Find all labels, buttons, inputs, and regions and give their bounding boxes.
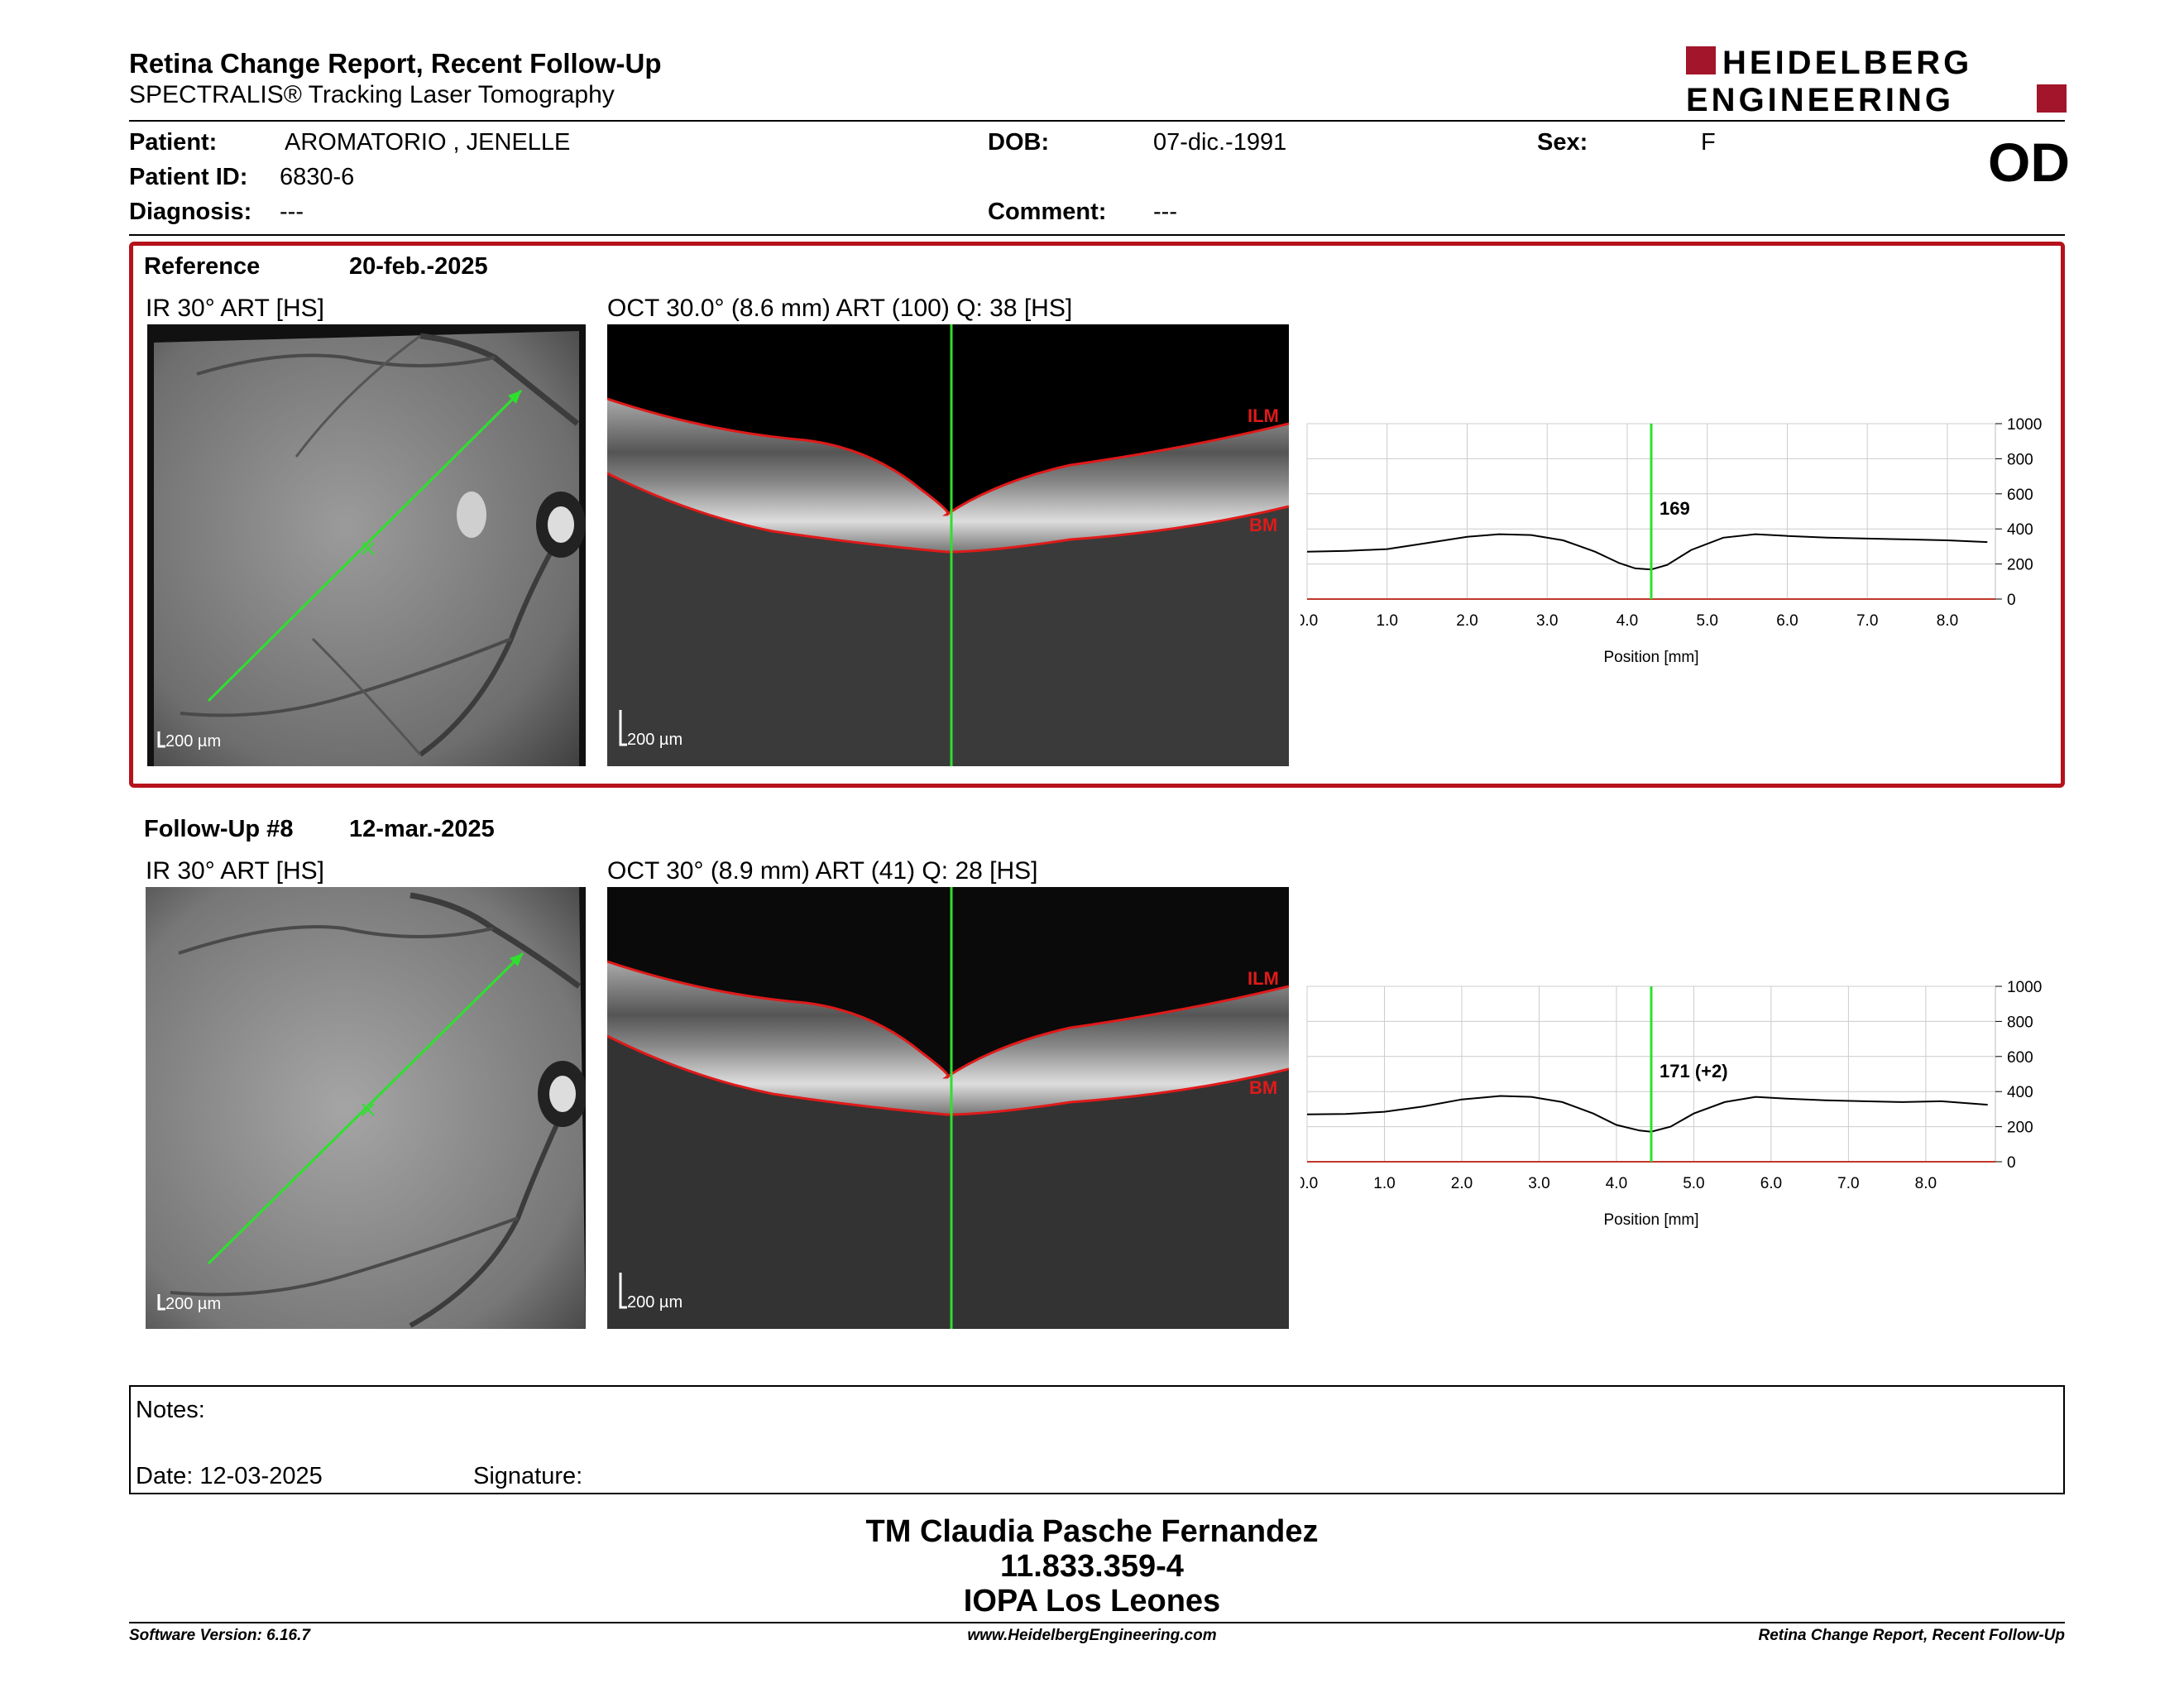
thickness-line (1306, 533, 1988, 571)
y-tick-label: 0 (2007, 1154, 2016, 1172)
patient-name: AROMATORIO , JENELLE (285, 129, 571, 156)
x-tick-label: 8.0 (1915, 1175, 1937, 1192)
y-tick-label: 1000 (2007, 979, 2042, 996)
notes-date: Date: 12-03-2025 (136, 1463, 323, 1489)
x-tick-label: 6.0 (1776, 612, 1798, 630)
patient-name-label: Patient: (129, 129, 218, 156)
y-tick-label: 0 (2007, 592, 2016, 609)
signatory-id: 11.833.359-4 (1000, 1549, 1184, 1584)
reference-ilm-label: ILM (1248, 405, 1279, 426)
dob-label: DOB: (988, 129, 1050, 156)
reference-ir-image: 200 µm (147, 324, 586, 766)
comment-label: Comment: (988, 199, 1107, 225)
y-tick-label: 200 (2007, 557, 2033, 574)
x-tick-label: 3.0 (1528, 1175, 1549, 1192)
x-tick-label: 7.0 (1837, 1175, 1859, 1192)
heidelberg-logo: HEIDELBERG ENGINEERING (1686, 45, 2067, 116)
signature-label: Signature: (473, 1463, 583, 1489)
diagnosis-value: --- (280, 199, 304, 225)
x-tick-label: 6.0 (1760, 1175, 1782, 1192)
logo-line1: HEIDELBERG (1722, 45, 1972, 81)
logo-line2: ENGINEERING (1686, 82, 1954, 116)
report-title: Retina Change Report, Recent Follow-Up (129, 48, 662, 79)
patient-id: 6830-6 (280, 164, 355, 190)
website-link[interactable]: www.HeidelbergEngineering.com (967, 1627, 1217, 1644)
followup-ir-image: 200 µm (146, 887, 586, 1329)
comment-value: --- (1153, 199, 1177, 225)
followup-ir-scale: 200 µm (165, 1295, 221, 1313)
signatory-name: TM Claudia Pasche Fernandez (865, 1514, 1319, 1549)
eye-indicator: OD (1988, 132, 2070, 193)
followup-bm-label: BM (1249, 1077, 1277, 1098)
software-version: Software Version: 6.16.7 (129, 1627, 310, 1644)
reference-ir-scale: 200 µm (165, 732, 221, 750)
sex-label: Sex: (1537, 129, 1588, 156)
y-tick-label: 400 (2007, 1084, 2033, 1101)
footer-rule (129, 1622, 2065, 1623)
y-tick-label: 600 (2007, 487, 2033, 504)
header-rule (129, 120, 2065, 122)
y-tick-label: 200 (2007, 1120, 2033, 1137)
x-tick-label: 7.0 (1856, 612, 1878, 630)
followup-label: Follow-Up #8 (144, 816, 294, 842)
followup-ilm-label: ILM (1248, 968, 1279, 989)
x-tick-label: 0.0 (1300, 612, 1318, 630)
followup-oct-scale: 200 µm (627, 1293, 682, 1312)
x-tick-label: 2.0 (1451, 1175, 1473, 1192)
y-tick-label: 800 (2007, 1014, 2033, 1031)
thickness-line (1306, 1095, 1988, 1133)
report-subtitle: SPECTRALIS® Tracking Laser Tomography (129, 81, 615, 108)
x-tick-label: 5.0 (1683, 1175, 1704, 1192)
cursor-value-label: 171 (+2) (1660, 1061, 1728, 1081)
y-tick-label: 600 (2007, 1049, 2033, 1067)
y-tick-label: 800 (2007, 451, 2033, 468)
x-tick-label: 8.0 (1937, 612, 1958, 630)
followup-date: 12-mar.-2025 (349, 816, 495, 842)
x-tick-label: 2.0 (1456, 612, 1478, 630)
reference-label: Reference (144, 253, 261, 280)
patient-rule (129, 234, 2065, 236)
reference-bm-label: BM (1249, 515, 1277, 535)
reference-oct-image: ILM BM 200 µm (607, 324, 1289, 766)
followup-ir-caption: IR 30° ART [HS] (146, 857, 324, 885)
diagnosis-label: Diagnosis: (129, 199, 252, 225)
notes-box: Notes: Date: 12-03-2025 Signature: (129, 1385, 2065, 1494)
y-tick-label: 1000 (2007, 416, 2042, 434)
x-tick-label: 0.0 (1300, 1175, 1318, 1192)
sex-value: F (1701, 129, 1716, 156)
x-axis-label: Position [mm] (1603, 1211, 1698, 1229)
x-axis-label: Position [mm] (1603, 649, 1698, 666)
signatory-institution: IOPA Los Leones (963, 1584, 1221, 1618)
reference-ir-caption: IR 30° ART [HS] (146, 295, 324, 322)
followup-thickness-chart: 0.0 1.0 2.0 3.0 4.0 5.0 6.0 7.0 8.0 0 200 400 600 800… (1300, 979, 2042, 1229)
x-tick-label: 4.0 (1616, 612, 1638, 630)
followup-oct-caption: OCT 30° (8.9 mm) ART (41) Q: 28 [HS] (607, 857, 1038, 885)
reference-oct-caption: OCT 30.0° (8.6 mm) ART (100) Q: 38 [HS] (607, 295, 1073, 322)
reference-thickness-chart: 0.0 1.0 2.0 3.0 4.0 5.0 6.0 7.0 8.0 0 200 400 600 800… (1300, 416, 2042, 666)
followup-oct-image: ILM BM 200 µm (607, 887, 1289, 1329)
y-tick-label: 400 (2007, 521, 2033, 539)
dob-value: 07-dic.-1991 (1153, 129, 1287, 156)
reference-oct-scale: 200 µm (627, 731, 682, 749)
reference-box (129, 242, 2065, 788)
x-tick-label: 4.0 (1606, 1175, 1627, 1192)
x-tick-label: 1.0 (1373, 1175, 1395, 1192)
cursor-value-label: 169 (1660, 498, 1690, 519)
footer-report-name: Retina Change Report, Recent Follow-Up (1758, 1627, 2065, 1644)
x-tick-label: 3.0 (1536, 612, 1558, 630)
reference-date: 20-feb.-2025 (349, 253, 488, 280)
x-tick-label: 1.0 (1377, 612, 1398, 630)
notes-label: Notes: (136, 1397, 205, 1423)
x-tick-label: 5.0 (1697, 612, 1718, 630)
patient-id-label: Patient ID: (129, 164, 248, 190)
